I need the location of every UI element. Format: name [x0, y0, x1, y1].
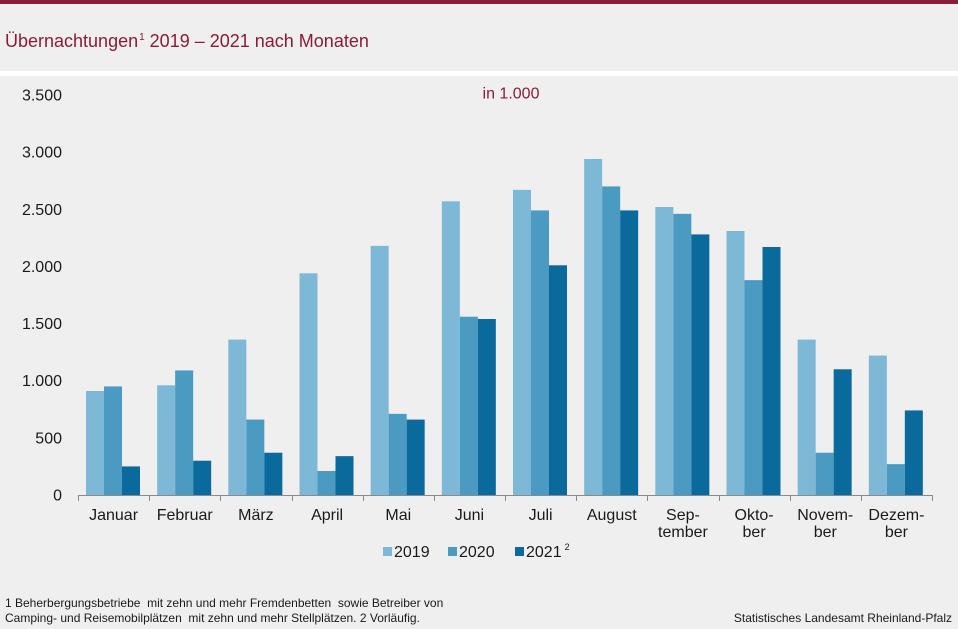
bar-april-2019	[299, 273, 318, 495]
title-period: 2019 – 2021 nach Monaten	[149, 31, 369, 51]
y-tick-label-3500: 3.500	[22, 88, 62, 105]
bar-märz-2021	[264, 452, 283, 495]
y-tick-label-500: 500	[35, 430, 62, 447]
legend-swatch-2020	[448, 547, 457, 556]
footnotes: 1 Beherbergungsbetriebe mit zehn und meh…	[5, 596, 443, 626]
x-tick-label-april: April	[311, 507, 343, 524]
legend-swatch-2019	[383, 547, 392, 556]
bar-februar-2019	[157, 385, 176, 495]
bar-april-2021	[335, 456, 354, 495]
x-tick-label-juli: Juli	[529, 507, 553, 524]
x-tick-label-november-line-1: Novem-	[797, 507, 853, 524]
title-text: Übernachtungen	[5, 31, 139, 51]
x-tick-label-januar: Januar	[89, 507, 139, 524]
bar-juni-2020	[459, 316, 478, 495]
x-tick-label-märz: März	[238, 507, 274, 524]
x-tick-label-oktober-line-2: ber	[743, 524, 767, 541]
bar-november-2021	[833, 369, 852, 495]
header: Übernachtungen1 2019 – 2021 nach Monaten	[0, 4, 958, 71]
x-tick-label-september-line-2: tember	[658, 524, 708, 541]
bar-februar-2020	[175, 370, 194, 495]
bar-märz-2019	[228, 339, 247, 495]
y-tick-label-1000: 1.000	[22, 373, 62, 390]
legend-item-2020: 2020	[448, 544, 495, 561]
y-tick-label-2500: 2.500	[22, 202, 62, 219]
y-tick-label-1500: 1.500	[22, 316, 62, 333]
bar-november-2019	[797, 339, 816, 495]
legend-item-2019: 2019	[383, 544, 430, 561]
bar-mai-2020	[388, 413, 407, 495]
x-tick-label-august: August	[587, 507, 637, 524]
chart-title: Übernachtungen1 2019 – 2021 nach Monaten	[5, 31, 369, 55]
legend-label-2020: 2020	[459, 544, 495, 561]
legend-label-2019: 2019	[394, 544, 430, 561]
bar-september-2021	[691, 234, 710, 495]
bar-juni-2021	[477, 319, 496, 495]
source-label: Statistisches Landesamt Rheinland-Pfalz	[733, 611, 952, 625]
x-tick-label-juni: Juni	[455, 507, 484, 524]
bar-september-2019	[655, 207, 674, 495]
footnote-line-2: Camping- und Reisemobilplätzen mit zehn …	[5, 611, 420, 625]
bar-januar-2021	[122, 466, 140, 495]
bar-november-2020	[815, 452, 834, 495]
title-footnote-mark: 1	[139, 32, 145, 43]
unit-label: in 1.000	[483, 86, 540, 103]
x-tick-label-mai: Mai	[385, 507, 411, 524]
bar-oktober-2019	[726, 231, 745, 495]
bar-juli-2021	[549, 265, 567, 495]
legend-swatch-2021	[515, 547, 524, 556]
legend-item-2021: 2021 2	[515, 542, 570, 561]
bar-oktober-2020	[744, 280, 763, 495]
bar-juni-2019	[441, 201, 460, 496]
bar-mai-2021	[406, 419, 425, 495]
bar-dezember-2020	[886, 464, 905, 495]
bar-mai-2019	[370, 245, 389, 495]
y-tick-label-0: 0	[53, 488, 62, 505]
bar-juli-2019	[513, 189, 531, 495]
bar-februar-2021	[193, 460, 212, 495]
bar-september-2020	[673, 213, 692, 495]
bar-dezember-2019	[868, 355, 887, 495]
bar-dezember-2021	[904, 410, 923, 495]
legend-footnote-mark-2021: 2	[565, 542, 570, 552]
footnote-line-1: 1 Beherbergungsbetriebe mit zehn und meh…	[5, 596, 444, 610]
bar-oktober-2021	[762, 247, 781, 495]
bar-august-2019	[584, 159, 603, 495]
bar-märz-2020	[246, 419, 265, 495]
bar-april-2020	[317, 471, 336, 495]
top-accent-bar	[0, 0, 958, 4]
bar-juli-2020	[531, 210, 549, 495]
bar-august-2021	[620, 210, 639, 495]
y-tick-label-3000: 3.000	[22, 145, 62, 162]
x-tick-label-dezember-line-2: ber	[885, 524, 909, 541]
legend-label-2021: 2021 2	[526, 542, 570, 561]
x-tick-label-oktober-line-1: Okto-	[735, 507, 774, 524]
x-tick-label-september-line-1: Sep-	[666, 507, 700, 524]
bar-januar-2019	[86, 391, 104, 495]
bar-januar-2020	[104, 386, 122, 495]
bar-august-2020	[602, 186, 621, 495]
header-separator	[0, 71, 958, 76]
x-tick-label-februar: Februar	[157, 507, 214, 524]
x-tick-label-november-line-2: ber	[814, 524, 838, 541]
x-tick-label-dezember-line-1: Dezem-	[868, 507, 924, 524]
y-tick-label-2000: 2.000	[22, 259, 62, 276]
